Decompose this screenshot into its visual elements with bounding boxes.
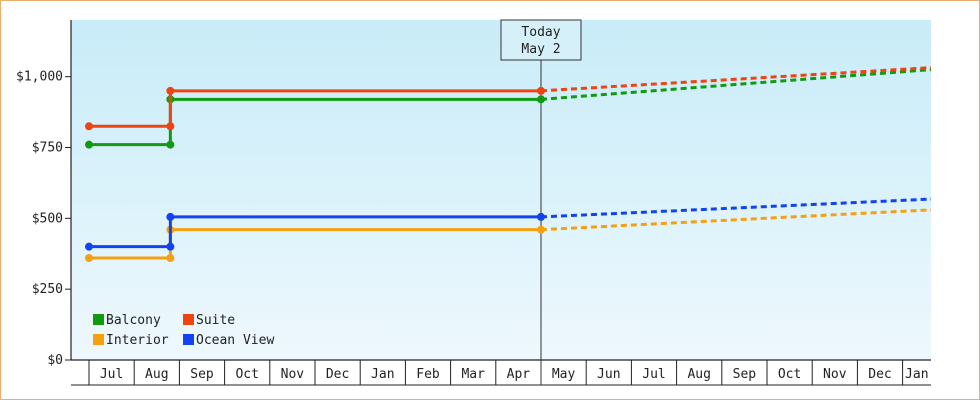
- x-tick-label: Jan: [905, 367, 928, 382]
- x-tick-label: Nov: [281, 367, 305, 382]
- series-point-balcony: [85, 140, 93, 149]
- series-forecast-balcony: [540, 68, 932, 101]
- x-tick-label: Mar: [461, 367, 485, 382]
- x-tick-label: May: [552, 367, 576, 382]
- legend-swatch-suite: [183, 314, 194, 325]
- legend-label-suite: Suite: [196, 313, 235, 328]
- x-tick-label: Jul: [100, 367, 123, 382]
- x-tick-label: Aug: [145, 367, 168, 382]
- x-tick-label: Sep: [733, 367, 757, 382]
- x-tick-label: Sep: [190, 367, 214, 382]
- series-forecast-ocean-view: [540, 197, 932, 219]
- y-tick-label: $250: [32, 282, 63, 297]
- series-point-interior: [85, 254, 93, 262]
- legend-label-interior: Interior: [106, 333, 169, 348]
- series-point-ocean-view: [85, 242, 93, 251]
- legend-swatch-ocean-view: [183, 334, 194, 345]
- y-tick-label: $750: [32, 141, 63, 156]
- series-forecast-suite: [540, 66, 932, 93]
- series-point-ocean-view: [166, 212, 175, 221]
- series-point-ocean-view: [166, 242, 175, 251]
- x-tick-label: Jan: [371, 367, 394, 382]
- y-tick-label: $500: [32, 211, 63, 226]
- x-tick-label: Jun: [597, 367, 620, 382]
- legend-swatch-balcony: [93, 314, 104, 325]
- series-point-suite: [166, 86, 175, 95]
- series-point-suite: [166, 122, 175, 131]
- today-marker: Today May 2: [500, 19, 582, 385]
- legend: Balcony Suite Interior Ocean View: [93, 313, 274, 348]
- x-tick-label: Dec: [326, 367, 349, 382]
- today-box: [500, 19, 582, 61]
- x-tick-label: Oct: [235, 367, 258, 382]
- today-label: Today: [521, 25, 560, 40]
- series-forecast-interior: [540, 208, 932, 232]
- x-tick-label: Apr: [507, 367, 531, 382]
- legend-swatch-interior: [93, 334, 104, 345]
- today-date: May 2: [521, 42, 560, 57]
- series-line-ocean-view: [89, 215, 541, 249]
- legend-label-ocean-view: Ocean View: [196, 333, 274, 348]
- y-tick-label: $0: [47, 353, 63, 368]
- x-tick-label: Oct: [778, 367, 801, 382]
- series-point-balcony: [166, 140, 175, 149]
- x-tick-label: Jul: [642, 367, 665, 382]
- series-layer: [85, 66, 932, 262]
- series-point-interior: [166, 254, 175, 262]
- series-line-suite: [89, 89, 541, 128]
- x-axis: Jul Aug Sep Oct Nov Dec Jan Feb Mar Apr May Jun Jul A…: [71, 359, 931, 386]
- legend-label-balcony: Balcony: [106, 313, 161, 328]
- series-point-suite: [85, 122, 93, 131]
- x-tick-label: Nov: [823, 367, 847, 382]
- y-axis: $0 $250 $500 $750 $1,000: [16, 20, 72, 368]
- plot-background: [71, 20, 931, 360]
- x-tick-label: Dec: [868, 367, 891, 382]
- x-tick-label: Feb: [416, 367, 440, 382]
- x-tick-label: Aug: [687, 367, 710, 382]
- y-tick-label: $1,000: [16, 70, 63, 85]
